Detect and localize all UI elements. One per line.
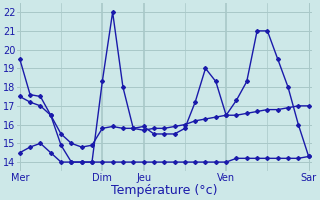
X-axis label: Température (°c): Température (°c) [111, 184, 218, 197]
